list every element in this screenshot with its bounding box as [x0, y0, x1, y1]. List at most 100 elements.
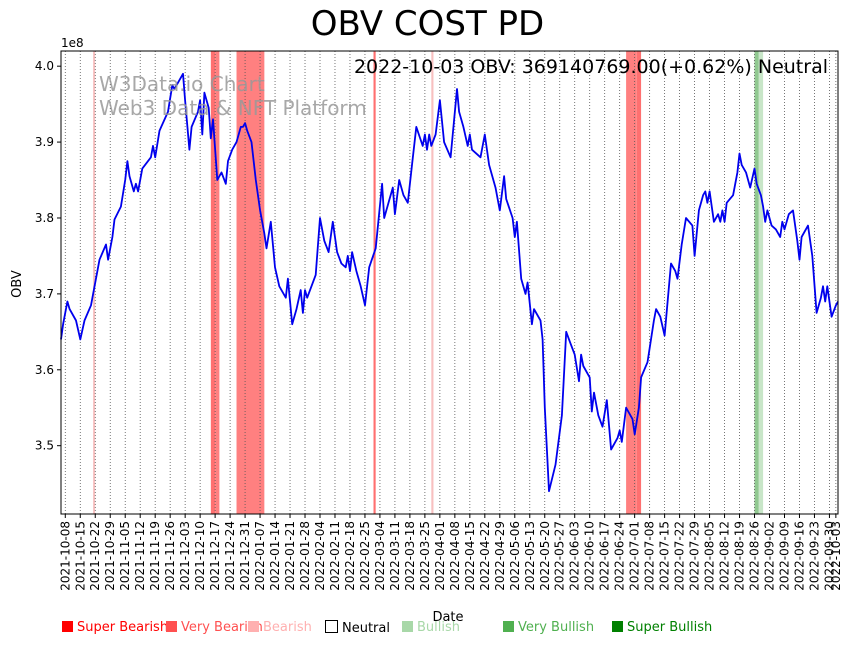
x-tick-label: 2022-05-27 [553, 521, 567, 591]
x-tick-label: 2022-09-23 [807, 521, 821, 591]
legend-swatch [503, 621, 514, 632]
x-tick-label: 2021-11-05 [118, 521, 132, 591]
chart-title: OBV COST PD [310, 4, 545, 44]
x-tick-label: 2021-10-15 [73, 521, 87, 591]
x-tick-label: 2022-01-28 [298, 521, 312, 591]
x-tick-label: 2022-02-11 [328, 521, 342, 591]
x-tick-label: 2022-10-03 [829, 521, 843, 591]
y-axis-label: OBV [10, 270, 25, 298]
x-tick-label: 2022-08-26 [748, 521, 762, 591]
x-tick-label: 2022-01-07 [253, 521, 267, 591]
x-tick-label: 2022-04-22 [478, 521, 492, 591]
x-tick-label: 2022-08-19 [733, 521, 747, 591]
x-tick-label: 2021-10-22 [88, 521, 102, 591]
legend-item: Very Bullish [503, 620, 594, 635]
x-tick-label: 2022-02-04 [313, 521, 327, 591]
x-tick-label: 2022-03-11 [388, 521, 402, 591]
legend-swatch [248, 621, 259, 632]
x-tick-label: 2022-07-22 [673, 521, 687, 591]
x-axis-label: Date [432, 610, 463, 625]
y-tick-label: 3.5 [35, 439, 54, 453]
legend-item: Bullish [402, 620, 460, 635]
x-tick-label: 2022-04-08 [448, 521, 462, 591]
x-tick-label: 2022-08-12 [718, 521, 732, 591]
x-tick-label: 2022-07-01 [628, 521, 642, 591]
x-tick-label: 2022-08-05 [703, 521, 717, 591]
x-tick-label: 2022-09-16 [792, 521, 806, 591]
legend-label: Bearish [263, 620, 312, 635]
x-tick-label: 2022-09-02 [763, 521, 777, 591]
signal-band [215, 51, 220, 514]
x-tick-label: 2021-11-26 [163, 521, 177, 591]
legend-label: Super Bullish [627, 620, 713, 635]
x-tick-label: 2022-01-21 [283, 521, 297, 591]
x-tick-label: 2021-12-31 [238, 521, 252, 591]
obv-series-line [60, 72, 839, 493]
x-tick-label: 2022-07-15 [658, 521, 672, 591]
legend-item: Very Bearish [166, 620, 263, 635]
legend-label: Neutral [342, 621, 390, 636]
x-tick-label: 2022-04-01 [433, 521, 447, 591]
axes-frame [60, 50, 839, 515]
x-tick-label: 2022-06-10 [583, 521, 597, 591]
x-tick-label: 2022-03-04 [373, 521, 387, 591]
signal-band [373, 51, 376, 514]
signal-band [210, 51, 216, 514]
x-tick-label: 2021-10-29 [103, 521, 117, 591]
legend-item: Neutral [325, 620, 390, 636]
y-multiplier-label: 1e8 [61, 36, 84, 50]
y-tick-label: 3.9 [35, 135, 54, 149]
x-tick-label: 2022-04-29 [493, 521, 507, 591]
signal-band [431, 51, 434, 514]
x-tick-label: 2022-05-06 [508, 521, 522, 591]
x-tick-label: 2022-04-15 [463, 521, 477, 591]
x-tick-label: 2022-03-25 [418, 521, 432, 591]
x-tick-label: 2022-05-20 [538, 521, 552, 591]
x-tick-label: 2022-01-14 [268, 521, 282, 591]
legend-label: Super Bearish [77, 620, 169, 635]
x-tick-label: 2021-11-19 [148, 521, 162, 591]
legend-swatch [325, 620, 338, 633]
legend-item: Bearish [248, 620, 312, 635]
legend-swatch [166, 621, 177, 632]
legend-label: Very Bearish [181, 620, 263, 635]
x-tick-label: 2022-05-13 [523, 521, 537, 591]
x-tick-label: 2022-02-18 [343, 521, 357, 591]
x-tick-label: 2022-06-24 [613, 521, 627, 591]
x-tick-label: 2021-12-10 [193, 521, 207, 591]
legend-label: Very Bullish [518, 620, 595, 635]
y-tick-label: 4.0 [35, 59, 54, 73]
y-tick-label: 3.6 [35, 363, 54, 377]
signal-band [93, 51, 96, 514]
y-tick-label: 3.8 [35, 211, 54, 225]
legend-swatch [402, 621, 413, 632]
signal-band [636, 51, 642, 514]
x-tick-label: 2021-12-17 [208, 521, 222, 591]
watermark-text: Web3 Data & NFT Platform [99, 96, 367, 120]
x-tick-label: 2021-10-08 [58, 521, 72, 591]
signal-band [754, 51, 759, 514]
watermark-text: W3Data.io Chart [99, 72, 265, 96]
x-tick-label: 2022-06-17 [598, 521, 612, 591]
x-tick-label: 2021-12-24 [223, 521, 237, 591]
x-tick-label: 2021-11-12 [133, 521, 147, 591]
x-tick-label: 2022-06-03 [568, 521, 582, 591]
x-tick-label: 2022-03-18 [403, 521, 417, 591]
legend-swatch [612, 621, 623, 632]
legend-swatch [62, 621, 73, 632]
x-tick-label: 2022-02-25 [358, 521, 372, 591]
legend-item: Super Bearish [62, 620, 168, 635]
x-tick-label: 2022-09-30 [822, 521, 836, 591]
x-tick-label: 2021-12-03 [178, 521, 192, 591]
obv-annotation: 2022-10-03 OBV: 369140769.00(+0.62%) Neu… [354, 56, 828, 78]
y-tick-label: 3.7 [35, 287, 54, 301]
x-tick-label: 2022-07-29 [688, 521, 702, 591]
signal-band [626, 51, 637, 514]
x-tick-label: 2022-07-08 [643, 521, 657, 591]
x-tick-label: 2022-09-09 [777, 521, 791, 591]
legend-item: Super Bullish [612, 620, 712, 635]
legend-label: Bullish [417, 620, 461, 635]
signal-band [758, 51, 764, 514]
